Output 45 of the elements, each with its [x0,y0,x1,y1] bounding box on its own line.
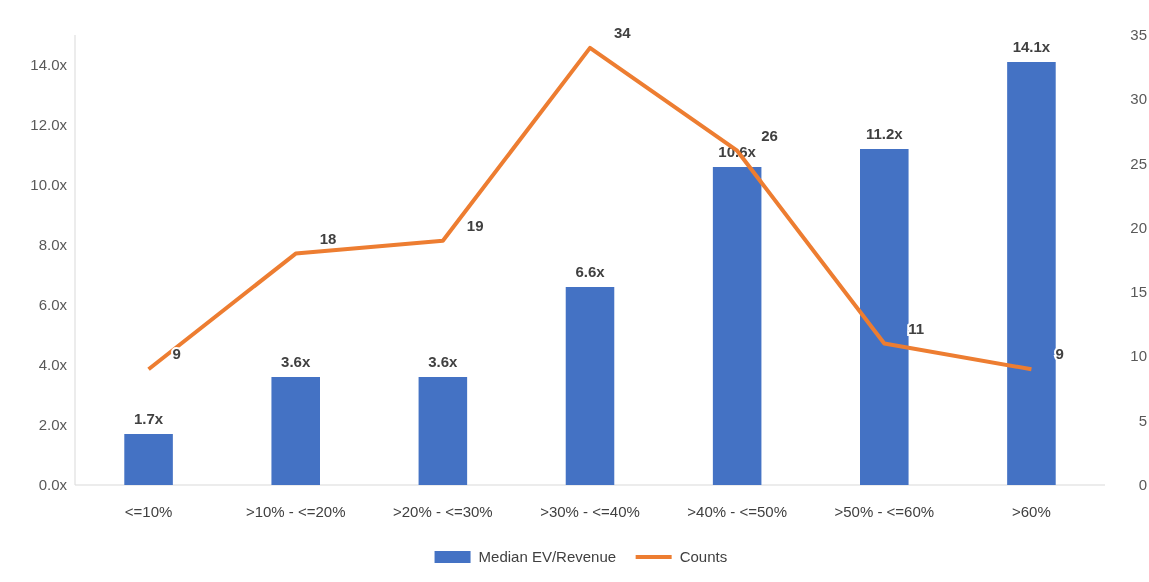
x-tick-label: >50% - <=60% [834,503,935,520]
x-tick-label: >20% - <=30% [393,503,493,520]
x-tick-label: <=10% [124,503,173,520]
bar [565,287,615,485]
bar [271,377,320,485]
data-label: 14.1x [1012,38,1051,55]
x-tick-label: >10% - <=20% [245,503,346,520]
y2-tick-label: 25 [1130,154,1147,172]
y-tick-label: 8.0x [38,236,68,253]
data-label: 26 [761,126,778,144]
x-tick-label: >60% [1012,503,1051,520]
data-label: 6.6x [575,263,606,280]
y2-tick-label: 35 [1130,26,1147,43]
y-tick-label: 14.0x [30,56,68,73]
y-tick-label: 6.0x [38,296,68,313]
data-label: 1.7x [133,410,164,427]
data-label: 3.6x [428,353,459,370]
y-tick-label: 2.0x [38,416,68,433]
y2-tick-label: 30 [1130,90,1147,108]
y-tick-label: 10.0x [30,176,68,193]
bar [1007,62,1056,485]
y2-tick-label: 0 [1138,476,1147,493]
y2-tick-label: 15 [1130,283,1147,301]
data-label: 9 [1055,345,1064,363]
data-label: 9 [172,345,181,363]
legend-label: Counts [679,548,728,565]
legend-label: Median EV/Revenue [478,548,617,565]
bar [712,167,762,485]
data-label: 18 [319,229,337,247]
y2-tick-label: 20 [1130,218,1147,236]
data-label: 19 [466,216,484,234]
data-label: 34 [614,23,632,41]
x-tick-label: >40% - <=50% [687,503,787,520]
y-tick-label: 0.0x [38,476,68,493]
y-tick-label: 4.0x [38,356,68,373]
bar [860,149,909,485]
x-tick-label: >30% - <=40% [540,503,640,520]
bar [418,377,468,485]
data-label: 3.6x [281,353,311,370]
data-label: 11.2x [865,125,904,142]
y2-tick-label: 10 [1130,347,1147,365]
y2-tick-label: 5 [1138,411,1147,429]
bar [124,434,173,485]
y-tick-label: 12.0x [30,116,68,133]
data-label: 11 [908,319,925,337]
